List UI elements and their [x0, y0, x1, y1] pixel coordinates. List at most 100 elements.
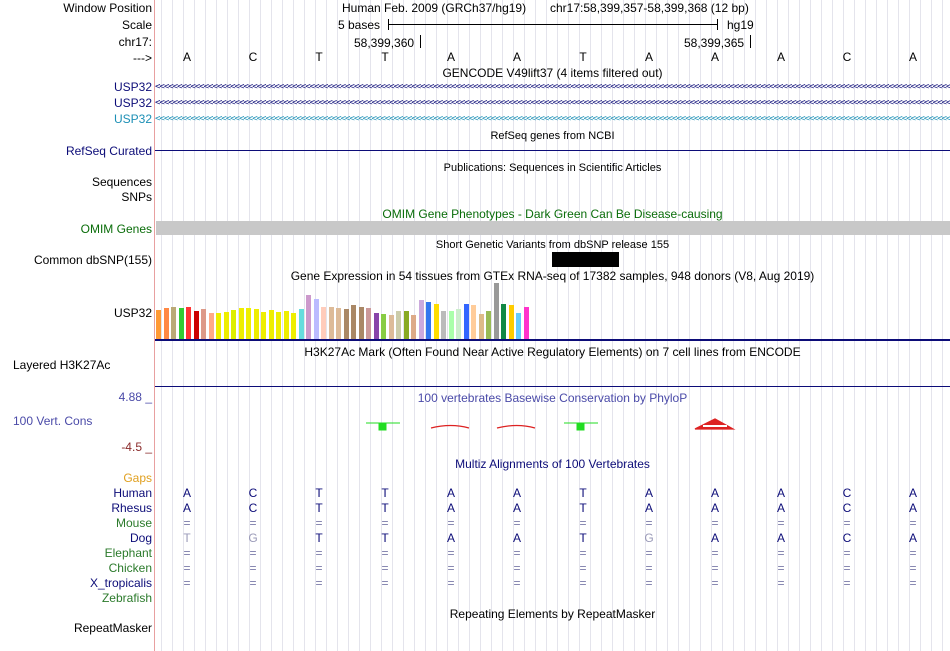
- gtex-tissue-bar[interactable]: [351, 305, 356, 339]
- multiz-track-title: Multiz Alignments of 100 Vertebrates: [455, 457, 650, 471]
- grid-line: [722, 0, 723, 651]
- gtex-tissue-bar[interactable]: [441, 311, 446, 339]
- aligned-base: T: [381, 531, 389, 545]
- gtex-tissue-bar[interactable]: [238, 308, 244, 339]
- gtex-tissue-bar[interactable]: [493, 283, 499, 339]
- refseq-label[interactable]: RefSeq Curated: [65, 144, 152, 158]
- gtex-tissue-bar[interactable]: [186, 307, 191, 339]
- gtex-tissue-bar[interactable]: [433, 304, 439, 339]
- grid-line: [513, 0, 514, 651]
- gtex-tissue-bar[interactable]: [388, 315, 394, 339]
- gencode-gene-label-3[interactable]: USP32: [113, 112, 152, 126]
- gtex-tissue-bar[interactable]: [306, 295, 311, 339]
- gtex-tissue-bar[interactable]: [523, 307, 529, 339]
- publications-sequences-label[interactable]: Sequences: [91, 175, 152, 189]
- gtex-tissue-bar[interactable]: [516, 313, 521, 339]
- gencode-transcript-3[interactable]: <<<<<<<<<<<<<<<<<<<<<<<<<<<<<<<<<<<<<<<<…: [155, 115, 950, 124]
- aligned-base: =: [447, 516, 455, 530]
- aligned-base: =: [249, 576, 257, 590]
- phylop-signal[interactable]: [155, 410, 950, 432]
- grid-line: [557, 0, 558, 651]
- gtex-tissue-bar[interactable]: [201, 309, 206, 339]
- gtex-tissue-bar[interactable]: [486, 311, 491, 339]
- gtex-tissue-bar[interactable]: [171, 307, 176, 339]
- dbsnp-variant[interactable]: [552, 252, 619, 267]
- aligned-base: =: [777, 516, 785, 530]
- gtex-tissue-bar[interactable]: [163, 308, 169, 339]
- gtex-tissue-bar[interactable]: [291, 313, 296, 339]
- aligned-base: =: [183, 516, 191, 530]
- gtex-tissue-bar[interactable]: [283, 311, 289, 339]
- gtex-tissue-bar[interactable]: [358, 307, 364, 339]
- gtex-tissue-bar[interactable]: [456, 309, 461, 339]
- gtex-tissue-bar[interactable]: [328, 307, 334, 339]
- gtex-tissue-bar[interactable]: [253, 309, 259, 339]
- species-label[interactable]: Elephant: [104, 546, 152, 560]
- aligned-base: A: [710, 531, 719, 545]
- omim-gene-bar[interactable]: [156, 221, 950, 235]
- grid-line: [568, 0, 569, 651]
- aligned-base: A: [446, 531, 455, 545]
- gtex-tissue-bar[interactable]: [261, 312, 266, 339]
- gtex-tissue-bar[interactable]: [156, 310, 161, 339]
- gtex-tissue-bar[interactable]: [463, 304, 469, 339]
- gtex-tissue-bar[interactable]: [373, 313, 379, 339]
- gtex-tissue-bar[interactable]: [396, 311, 401, 339]
- aligned-base: =: [249, 561, 257, 575]
- dbsnp-label[interactable]: Common dbSNP(155): [33, 253, 152, 267]
- gtex-tissue-bar[interactable]: [268, 310, 274, 339]
- gtex-gene-label[interactable]: USP32: [113, 306, 152, 320]
- gtex-tissue-bar[interactable]: [336, 308, 341, 339]
- gtex-tissue-bar[interactable]: [343, 309, 349, 339]
- gencode-transcript-2[interactable]: <<<<<<<<<<<<<<<<<<<<<<<<<<<<<<<<<<<<<<<<…: [155, 99, 950, 108]
- gaps-label[interactable]: Gaps: [123, 471, 152, 485]
- gtex-tissue-bar[interactable]: [193, 311, 199, 339]
- aligned-base: =: [645, 516, 653, 530]
- aligned-base: =: [909, 561, 917, 575]
- repeatmasker-track-title: Repeating Elements by RepeatMasker: [449, 607, 656, 621]
- species-label[interactable]: Chicken: [108, 561, 152, 575]
- gtex-tissue-bar[interactable]: [478, 314, 484, 339]
- gtex-tissue-bar[interactable]: [321, 307, 326, 339]
- species-label[interactable]: Human: [113, 486, 152, 500]
- h3k27ac-label[interactable]: Layered H3K27Ac: [13, 358, 111, 372]
- gtex-tissue-bar[interactable]: [313, 299, 319, 339]
- publications-snps-label[interactable]: SNPs: [121, 190, 152, 204]
- gtex-tissue-bar[interactable]: [426, 302, 431, 339]
- gencode-gene-label-1[interactable]: USP32: [113, 80, 152, 94]
- gtex-tissue-bar[interactable]: [298, 309, 304, 339]
- phylop-label[interactable]: 100 Vert. Cons: [13, 414, 93, 428]
- aligned-base: =: [315, 561, 323, 575]
- gencode-gene-label-2[interactable]: USP32: [113, 96, 152, 110]
- gtex-tissue-bar[interactable]: [178, 308, 184, 339]
- gtex-tissue-bar[interactable]: [501, 304, 506, 339]
- grid-line: [821, 0, 822, 651]
- species-label[interactable]: Dog: [129, 531, 152, 545]
- gtex-tissue-bar[interactable]: [418, 300, 424, 339]
- refseq-gene-line[interactable]: [155, 150, 950, 151]
- gtex-tissue-bar[interactable]: [403, 311, 409, 339]
- gtex-tissue-bar[interactable]: [246, 308, 251, 339]
- gtex-tissue-bar[interactable]: [208, 313, 214, 339]
- aligned-base: =: [183, 576, 191, 590]
- species-label[interactable]: X_tropicalis: [89, 576, 152, 590]
- gtex-tissue-bar[interactable]: [216, 313, 221, 339]
- gtex-tissue-bar[interactable]: [231, 310, 236, 339]
- aligned-base: =: [843, 516, 851, 530]
- species-label[interactable]: Mouse: [115, 516, 152, 530]
- gtex-tissue-bar[interactable]: [223, 312, 229, 339]
- gtex-tissue-bar[interactable]: [276, 312, 281, 339]
- gtex-tissue-bar[interactable]: [411, 315, 416, 339]
- gtex-tissue-bar[interactable]: [508, 305, 514, 339]
- omim-label[interactable]: OMIM Genes: [80, 222, 152, 236]
- grid-line: [909, 0, 910, 651]
- gtex-tissue-bar[interactable]: [381, 314, 386, 339]
- gtex-tissue-bar[interactable]: [471, 305, 476, 339]
- species-label[interactable]: Zebrafish: [101, 591, 152, 605]
- gtex-tissue-bar[interactable]: [366, 308, 371, 339]
- species-label[interactable]: Rhesus: [111, 501, 152, 515]
- aligned-base: =: [645, 546, 653, 560]
- gtex-tissue-bar[interactable]: [448, 311, 454, 339]
- repeatmasker-label[interactable]: RepeatMasker: [73, 621, 152, 635]
- gencode-transcript-1[interactable]: <<<<<<<<<<<<<<<<<<<<<<<<<<<<<<<<<<<<<<<<…: [155, 83, 950, 92]
